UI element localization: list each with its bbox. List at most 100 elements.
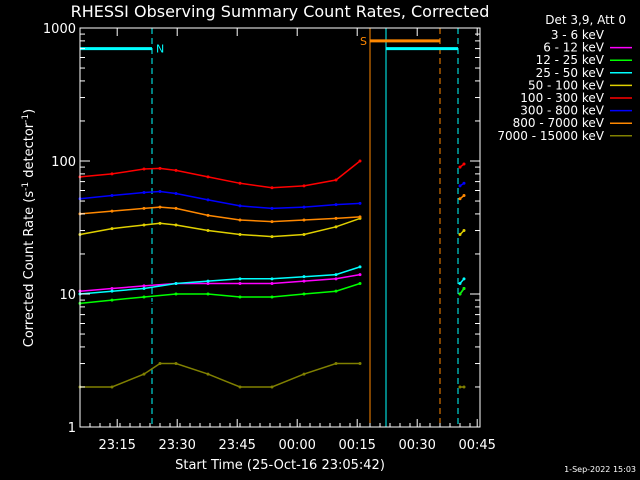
y-tick-label: 10 [59, 288, 76, 303]
series-point [270, 385, 274, 389]
series-point [174, 298, 178, 302]
series-point [206, 281, 210, 285]
series-lines [78, 159, 466, 389]
series-point [462, 229, 466, 233]
series-point [462, 162, 466, 166]
series-point [458, 184, 462, 188]
series-point [458, 313, 462, 317]
x-tick-label: 00:00 [278, 438, 315, 453]
legend-entry-label: 6 - 12 keV [543, 41, 605, 55]
series-point [358, 159, 362, 163]
series-point [334, 216, 338, 220]
series-point [458, 197, 462, 201]
series-point [206, 213, 210, 217]
series-point [174, 191, 178, 195]
x-tick-label: 23:45 [218, 438, 255, 453]
series-point [334, 203, 338, 207]
series-point [110, 227, 114, 231]
series-point [302, 275, 306, 279]
series-point [270, 298, 274, 302]
flag-label: S [360, 35, 367, 48]
series-point [462, 305, 466, 309]
series-point [110, 286, 114, 290]
series-point [458, 233, 462, 237]
series-point [158, 362, 162, 366]
series-line [80, 287, 361, 308]
series-point [334, 178, 338, 182]
series-point [302, 184, 306, 188]
series-line [79, 273, 361, 292]
legend-entry-label: 7000 - 15000 keV [497, 129, 604, 143]
y-axis-label-part: detector [22, 122, 37, 182]
series-point [302, 218, 306, 222]
series-point [206, 279, 210, 283]
series-point [302, 233, 306, 237]
x-tick-label: 00:45 [458, 438, 495, 453]
series-point [238, 204, 242, 208]
series-point [302, 292, 306, 296]
series-point [142, 286, 146, 290]
series-point [206, 292, 210, 296]
series-point [174, 223, 178, 227]
x-axis-ticks: 23:15 23:30 23:45 00:00 00:15 00:30 00:45 [79, 28, 496, 453]
chart-title: RHESSI Observing Summary Count Rates, Co… [71, 2, 490, 21]
y-axis-ticks: 1 10 100 1000 [43, 22, 480, 436]
series-point [174, 168, 178, 172]
series-point [206, 372, 210, 376]
series-point [458, 281, 462, 285]
series-point [270, 281, 274, 285]
series-point [142, 372, 146, 376]
series-point [358, 286, 362, 290]
series-point [142, 284, 146, 288]
series-line [79, 282, 361, 305]
series-point [110, 385, 114, 389]
series-point [158, 221, 162, 225]
series-point [238, 233, 242, 237]
series-point [302, 279, 306, 283]
series-point [302, 372, 306, 376]
series-point [270, 186, 274, 190]
y-tick-label: 100 [51, 155, 76, 170]
series-point [358, 273, 362, 277]
series-point [270, 277, 274, 281]
series-point [110, 298, 114, 302]
series-point [238, 385, 242, 389]
y-axis-label-part: ) [22, 109, 37, 114]
legend-entry-label: 300 - 800 keV [520, 104, 604, 118]
legend-entry-label: 800 - 7000 keV [513, 116, 605, 130]
series-point [142, 167, 146, 171]
x-tick-label: 00:30 [398, 438, 435, 453]
y-tick-label: 1 [68, 421, 76, 436]
series-point [270, 295, 274, 299]
series-point [142, 206, 146, 210]
series-point [462, 286, 466, 290]
series-point [358, 362, 362, 366]
y-axis-label-superscript: -1 [21, 114, 31, 123]
series-point [462, 385, 466, 389]
series-point [110, 209, 114, 213]
series-point [238, 277, 242, 281]
series-point [462, 277, 466, 281]
series-point [174, 281, 178, 285]
series-point [238, 281, 242, 285]
series-point [462, 181, 466, 185]
y-axis-label: Corrected Count Rate (s-1 detector-1) [21, 109, 37, 347]
series-point [110, 289, 114, 293]
series-point [334, 289, 338, 293]
series-point [358, 201, 362, 205]
legend-entry-label: 12 - 25 keV [536, 53, 605, 67]
y-tick-label: 1000 [43, 22, 76, 37]
series-point [158, 166, 162, 170]
series-point [142, 301, 146, 305]
series-point [110, 194, 114, 198]
series-point [302, 205, 306, 209]
series-point [206, 298, 210, 302]
series-point [238, 181, 242, 185]
series-point [458, 385, 462, 389]
series-line [79, 266, 361, 295]
series-point [458, 165, 462, 169]
x-axis-label: Start Time (25-Oct-16 23:05:42) [175, 458, 385, 473]
series-point [142, 223, 146, 227]
